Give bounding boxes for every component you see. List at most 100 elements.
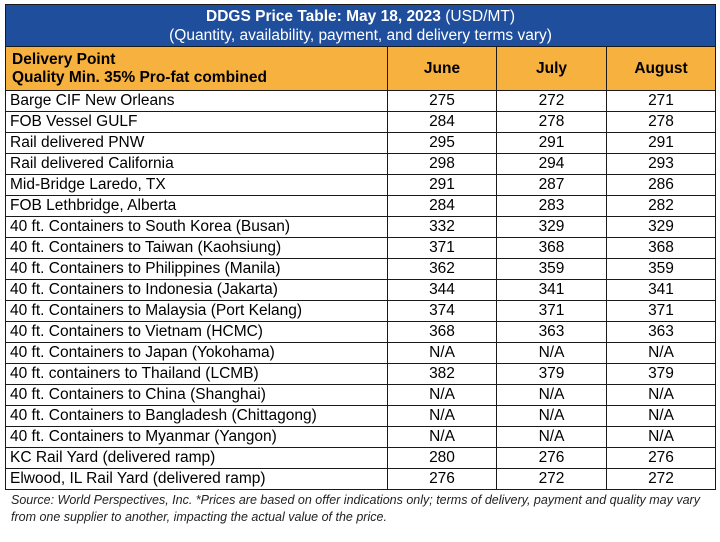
- table-row: 40 ft. Containers to Philippines (Manila…: [5, 258, 717, 280]
- table-row: 40 ft. Containers to Malaysia (Port Kela…: [5, 300, 717, 322]
- delivery-point-cell: 40 ft. Containers to Philippines (Manila…: [5, 258, 388, 280]
- july-price-cell: 329: [496, 216, 607, 238]
- price-table-container: DDGS Price Table: May 18, 2023 (USD/MT) …: [4, 4, 717, 526]
- july-price-cell: 368: [496, 237, 607, 259]
- august-price-cell: N/A: [605, 405, 717, 427]
- delivery-point-cell: 40 ft. Containers to Myanmar (Yangon): [5, 426, 388, 448]
- table-row: 40 ft. Containers to Taiwan (Kaohsiung) 3…: [5, 237, 717, 259]
- june-price-cell: 371: [387, 237, 497, 259]
- table-row: 40 ft. Containers to Indonesia (Jakarta)…: [5, 279, 717, 301]
- table-row: FOB Lethbridge, Alberta 284 283 282: [5, 195, 717, 217]
- delivery-point-header: Delivery Point Quality Min. 35% Pro-fat …: [5, 46, 388, 91]
- header-row: Delivery Point Quality Min. 35% Pro-fat …: [5, 46, 717, 91]
- august-price-cell: 359: [605, 258, 717, 280]
- table-row: FOB Vessel GULF 284 278 278: [5, 111, 717, 133]
- june-price-cell: N/A: [387, 342, 497, 364]
- june-price-cell: 332: [387, 216, 497, 238]
- delivery-point-cell: KC Rail Yard (delivered ramp): [5, 447, 388, 469]
- source-note: Source: World Perspectives, Inc. *Prices…: [11, 493, 700, 524]
- delivery-point-cell: Rail delivered PNW: [5, 132, 388, 154]
- july-price-cell: 283: [496, 195, 607, 217]
- july-price-cell: 371: [496, 300, 607, 322]
- june-price-cell: 275: [387, 90, 497, 112]
- july-price-cell: 287: [496, 174, 607, 196]
- table-row: 40 ft. Containers to Bangladesh (Chittag…: [5, 405, 717, 427]
- august-price-cell: 276: [605, 447, 717, 469]
- august-price-cell: 293: [605, 153, 717, 175]
- august-price-cell: 379: [605, 363, 717, 385]
- delivery-point-cell: 40 ft. Containers to China (Shanghai): [5, 384, 388, 406]
- june-price-cell: 295: [387, 132, 497, 154]
- delivery-point-cell: 40 ft. Containers to Taiwan (Kaohsiung): [5, 237, 388, 259]
- table-title-cell: DDGS Price Table: May 18, 2023 (USD/MT) …: [4, 4, 717, 47]
- delivery-point-cell: Barge CIF New Orleans: [5, 90, 388, 112]
- august-price-cell: 363: [605, 321, 717, 343]
- august-price-cell: 291: [605, 132, 717, 154]
- table-row: 40 ft. Containers to South Korea (Busan)…: [5, 216, 717, 238]
- month-header-june: June: [387, 46, 497, 91]
- table-row: Barge CIF New Orleans 275 272 271: [5, 90, 717, 112]
- june-price-cell: 362: [387, 258, 497, 280]
- june-price-cell: N/A: [387, 384, 497, 406]
- june-price-cell: 368: [387, 321, 497, 343]
- delivery-point-cell: FOB Lethbridge, Alberta: [5, 195, 388, 217]
- august-price-cell: 371: [605, 300, 717, 322]
- table-row: Rail delivered California 298 294 293: [5, 153, 717, 175]
- table-row: Elwood, IL Rail Yard (delivered ramp) 276…: [5, 468, 717, 490]
- july-price-cell: N/A: [496, 384, 607, 406]
- august-price-cell: N/A: [605, 426, 717, 448]
- july-price-cell: 379: [496, 363, 607, 385]
- delivery-point-cell: 40 ft. Containers to Malaysia (Port Kela…: [5, 300, 388, 322]
- july-price-cell: N/A: [496, 405, 607, 427]
- month-header-july: July: [496, 46, 607, 91]
- table-row: 40 ft. containers to Thailand (LCMB) 382 3…: [5, 363, 717, 385]
- delivery-point-cell: 40 ft. Containers to Bangladesh (Chittag…: [5, 405, 388, 427]
- august-price-cell: N/A: [605, 384, 717, 406]
- table-row: Rail delivered PNW 295 291 291: [5, 132, 717, 154]
- june-price-cell: 284: [387, 111, 497, 133]
- delivery-point-cell: 40 ft. Containers to South Korea (Busan): [5, 216, 388, 238]
- delivery-point-cell: Mid-Bridge Laredo, TX: [5, 174, 388, 196]
- delivery-point-cell: 40 ft. Containers to Indonesia (Jakarta): [5, 279, 388, 301]
- june-price-cell: 374: [387, 300, 497, 322]
- quality-label: Quality Min. 35% Pro-fat combined: [12, 68, 267, 86]
- june-price-cell: 298: [387, 153, 497, 175]
- june-price-cell: 284: [387, 195, 497, 217]
- table-title: DDGS Price Table: May 18, 2023: [206, 7, 441, 25]
- july-price-cell: 363: [496, 321, 607, 343]
- august-price-cell: 282: [605, 195, 717, 217]
- july-price-cell: 278: [496, 111, 607, 133]
- august-price-cell: 278: [605, 111, 717, 133]
- delivery-point-cell: 40 ft. containers to Thailand (LCMB): [5, 363, 388, 385]
- august-price-cell: 271: [605, 90, 717, 112]
- august-price-cell: N/A: [605, 342, 717, 364]
- july-price-cell: N/A: [496, 426, 607, 448]
- august-price-cell: 368: [605, 237, 717, 259]
- june-price-cell: 276: [387, 468, 497, 490]
- delivery-point-cell: Rail delivered California: [5, 153, 388, 175]
- table-row: KC Rail Yard (delivered ramp) 280 276 276: [5, 447, 717, 469]
- july-price-cell: 272: [496, 90, 607, 112]
- june-price-cell: 344: [387, 279, 497, 301]
- july-price-cell: 294: [496, 153, 607, 175]
- table-row: 40 ft. Containers to Myanmar (Yangon) N/A…: [5, 426, 717, 448]
- june-price-cell: 382: [387, 363, 497, 385]
- june-price-cell: N/A: [387, 426, 497, 448]
- july-price-cell: N/A: [496, 342, 607, 364]
- ddgs-price-table: DDGS Price Table: May 18, 2023 (USD/MT) …: [4, 4, 717, 490]
- delivery-point-cell: 40 ft. Containers to Vietnam (HCMC): [5, 321, 388, 343]
- august-price-cell: 329: [605, 216, 717, 238]
- august-price-cell: 341: [605, 279, 717, 301]
- table-row: 40 ft. Containers to Japan (Yokohama) N/A…: [5, 342, 717, 364]
- june-price-cell: N/A: [387, 405, 497, 427]
- august-price-cell: 272: [605, 468, 717, 490]
- august-price-cell: 286: [605, 174, 717, 196]
- june-price-cell: 291: [387, 174, 497, 196]
- july-price-cell: 272: [496, 468, 607, 490]
- june-price-cell: 280: [387, 447, 497, 469]
- delivery-point-cell: FOB Vessel GULF: [5, 111, 388, 133]
- delivery-point-cell: 40 ft. Containers to Japan (Yokohama): [5, 342, 388, 364]
- month-header-august: August: [605, 46, 717, 91]
- july-price-cell: 359: [496, 258, 607, 280]
- delivery-point-label: Delivery Point: [12, 50, 116, 68]
